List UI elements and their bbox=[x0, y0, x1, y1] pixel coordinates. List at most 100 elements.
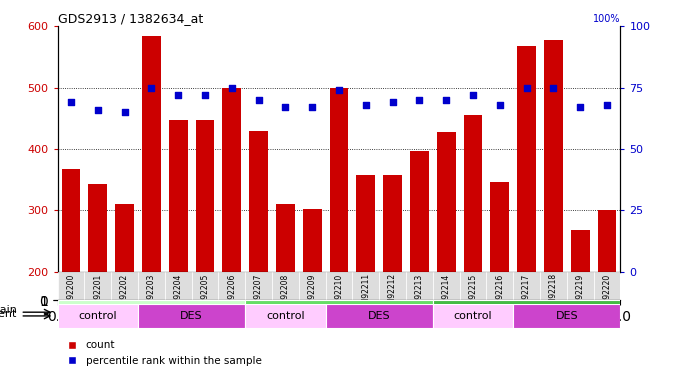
Point bbox=[173, 92, 184, 98]
Bar bbox=[218, 272, 245, 300]
Bar bbox=[192, 272, 218, 300]
Text: DES: DES bbox=[555, 311, 578, 321]
Bar bbox=[85, 272, 111, 300]
Text: GSM92203: GSM92203 bbox=[147, 273, 156, 315]
Point bbox=[199, 92, 210, 98]
Text: GSM92214: GSM92214 bbox=[441, 273, 451, 315]
Text: Copenhagen: Copenhagen bbox=[304, 307, 374, 317]
Text: ACI: ACI bbox=[142, 307, 161, 317]
Bar bbox=[379, 272, 406, 300]
Legend: count, percentile rank within the sample: count, percentile rank within the sample bbox=[63, 336, 266, 370]
Point bbox=[66, 99, 77, 105]
Bar bbox=[165, 272, 192, 300]
Text: 100%: 100% bbox=[593, 14, 620, 24]
Bar bbox=[544, 40, 563, 272]
Bar bbox=[383, 175, 402, 272]
Text: GSM92219: GSM92219 bbox=[576, 273, 584, 315]
Text: Brown Norway: Brown Norway bbox=[486, 307, 567, 317]
Text: GSM92209: GSM92209 bbox=[308, 273, 317, 315]
Point bbox=[280, 104, 291, 110]
Text: GSM92207: GSM92207 bbox=[254, 273, 263, 315]
Point bbox=[387, 99, 398, 105]
Text: GSM92220: GSM92220 bbox=[603, 273, 612, 315]
Bar bbox=[303, 209, 321, 272]
Bar bbox=[593, 272, 620, 300]
Bar bbox=[62, 169, 81, 272]
Text: control: control bbox=[454, 311, 492, 321]
Bar bbox=[460, 272, 486, 300]
Bar bbox=[357, 176, 375, 272]
Text: GSM92211: GSM92211 bbox=[361, 273, 370, 314]
Bar bbox=[138, 304, 245, 328]
Text: GSM92208: GSM92208 bbox=[281, 273, 290, 315]
Bar bbox=[111, 272, 138, 300]
Text: GSM92206: GSM92206 bbox=[227, 273, 237, 315]
Point bbox=[414, 97, 425, 103]
Bar bbox=[597, 210, 616, 272]
Point bbox=[226, 85, 237, 91]
Point bbox=[92, 107, 103, 113]
Bar bbox=[245, 304, 325, 328]
Bar bbox=[540, 272, 567, 300]
Text: control: control bbox=[79, 311, 117, 321]
Point bbox=[306, 104, 317, 110]
Bar bbox=[142, 36, 161, 272]
Bar bbox=[222, 88, 241, 272]
Bar bbox=[58, 272, 85, 300]
Text: GSM92216: GSM92216 bbox=[496, 273, 504, 315]
Text: agent: agent bbox=[0, 309, 17, 319]
Point bbox=[253, 97, 264, 103]
Bar bbox=[276, 204, 295, 272]
Bar bbox=[517, 46, 536, 272]
Bar bbox=[433, 272, 460, 300]
Text: GSM92210: GSM92210 bbox=[334, 273, 344, 315]
Text: GSM92200: GSM92200 bbox=[66, 273, 75, 315]
Bar bbox=[325, 304, 433, 328]
Text: GDS2913 / 1382634_at: GDS2913 / 1382634_at bbox=[58, 12, 203, 25]
Bar bbox=[513, 272, 540, 300]
Bar bbox=[433, 304, 513, 328]
Point bbox=[441, 97, 452, 103]
Bar bbox=[325, 272, 353, 300]
Text: GSM92205: GSM92205 bbox=[201, 273, 210, 315]
Text: GSM92204: GSM92204 bbox=[174, 273, 182, 315]
Text: GSM92212: GSM92212 bbox=[388, 273, 397, 314]
Text: DES: DES bbox=[180, 311, 203, 321]
Bar bbox=[115, 204, 134, 272]
Bar bbox=[410, 151, 428, 272]
Text: DES: DES bbox=[368, 311, 391, 321]
Bar bbox=[567, 272, 593, 300]
Bar bbox=[330, 88, 348, 272]
Bar bbox=[490, 182, 509, 272]
Bar bbox=[464, 115, 482, 272]
Point bbox=[575, 104, 586, 110]
Text: GSM92201: GSM92201 bbox=[94, 273, 102, 315]
Bar bbox=[245, 272, 272, 300]
Bar bbox=[169, 120, 188, 272]
Bar bbox=[272, 272, 299, 300]
Bar bbox=[571, 230, 590, 272]
Bar bbox=[138, 272, 165, 300]
Text: GSM92217: GSM92217 bbox=[522, 273, 531, 315]
Point bbox=[334, 87, 344, 93]
Bar bbox=[58, 304, 138, 328]
Point bbox=[521, 85, 532, 91]
Bar bbox=[486, 272, 513, 300]
Bar bbox=[58, 300, 245, 324]
Point bbox=[494, 102, 505, 108]
Point bbox=[601, 102, 612, 108]
Text: strain: strain bbox=[0, 305, 17, 315]
Bar bbox=[406, 272, 433, 300]
Text: control: control bbox=[266, 311, 304, 321]
Bar bbox=[513, 304, 620, 328]
Bar bbox=[88, 184, 107, 272]
Bar bbox=[250, 130, 268, 272]
Point bbox=[361, 102, 372, 108]
Bar bbox=[245, 300, 433, 324]
Point bbox=[119, 109, 130, 115]
Bar bbox=[353, 272, 379, 300]
Bar bbox=[437, 132, 456, 272]
Point bbox=[468, 92, 479, 98]
Bar bbox=[196, 120, 214, 272]
Bar bbox=[433, 300, 620, 324]
